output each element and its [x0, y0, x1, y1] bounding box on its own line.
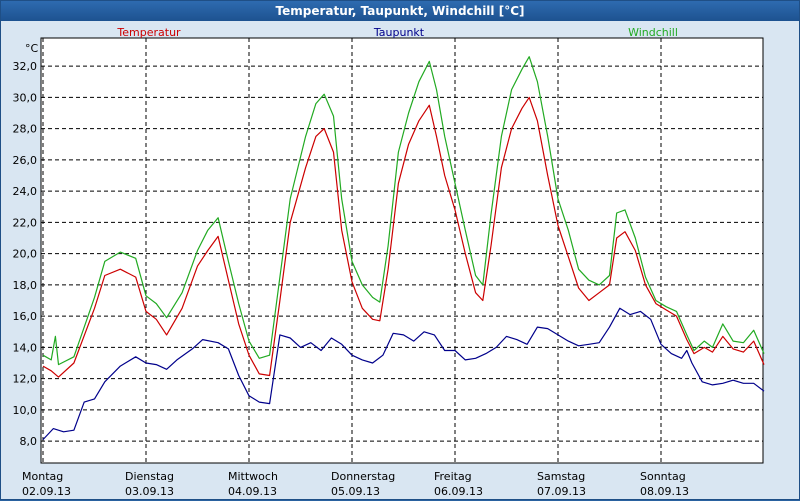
x-tick-date-label: 07.09.13 [537, 485, 586, 498]
series-line-windchill [42, 56, 765, 366]
x-tick-day-label: Donnerstag [331, 470, 395, 483]
plot-area [40, 37, 764, 464]
y-tick-label: 22,0 [13, 216, 38, 229]
series-layer [42, 56, 765, 441]
y-tick-label: 10,0 [13, 404, 38, 417]
y-tick-label: 32,0 [13, 60, 38, 73]
x-tick-date-label: 06.09.13 [434, 485, 483, 498]
y-tick-label: 14,0 [13, 341, 38, 354]
y-tick-label: 12,0 [13, 373, 38, 386]
series-line-temperatur [42, 96, 765, 378]
legend-item-temperatur: Temperatur [116, 26, 181, 39]
legend-item-taupunkt: Taupunkt [373, 26, 425, 39]
x-tick-day-label: Mittwoch [228, 470, 278, 483]
grid [41, 38, 763, 463]
x-tick-date-label: 02.09.13 [22, 485, 71, 498]
x-tick-day-label: Freitag [434, 470, 472, 483]
x-tick-day-label: Sonntag [640, 470, 686, 483]
y-tick-label: 28,0 [13, 123, 38, 136]
legend-item-windchill: Windchill [628, 26, 678, 39]
ticks: 8,0 10,0 12,0 14,0 16,0 18,0 20,0 22,0 24,0 26,0 2… [13, 60, 689, 498]
series-line-taupunkt [42, 307, 765, 441]
chart-title: Temperatur, Taupunkt, Windchill [°C] [1, 1, 799, 21]
y-axis-unit-label: °C [25, 42, 39, 55]
x-tick-day-label: Dienstag [125, 470, 174, 483]
y-tick-label: 20,0 [13, 248, 38, 261]
y-tick-label: 8,0 [20, 435, 38, 448]
x-tick-date-label: 08.09.13 [640, 485, 689, 498]
legend: Temperatur Taupunkt Windchill [116, 26, 678, 39]
y-tick-label: 16,0 [13, 310, 38, 323]
x-tick-day-label: Samstag [537, 470, 585, 483]
y-tick-label: 24,0 [13, 185, 38, 198]
x-tick-date-label: 03.09.13 [125, 485, 174, 498]
y-tick-label: 26,0 [13, 154, 38, 167]
x-tick-day-label: Montag [22, 470, 63, 483]
x-tick-date-label: 04.09.13 [228, 485, 277, 498]
x-tick-date-label: 05.09.13 [331, 485, 380, 498]
y-tick-label: 18,0 [13, 279, 38, 292]
y-tick-label: 30,0 [13, 91, 38, 104]
